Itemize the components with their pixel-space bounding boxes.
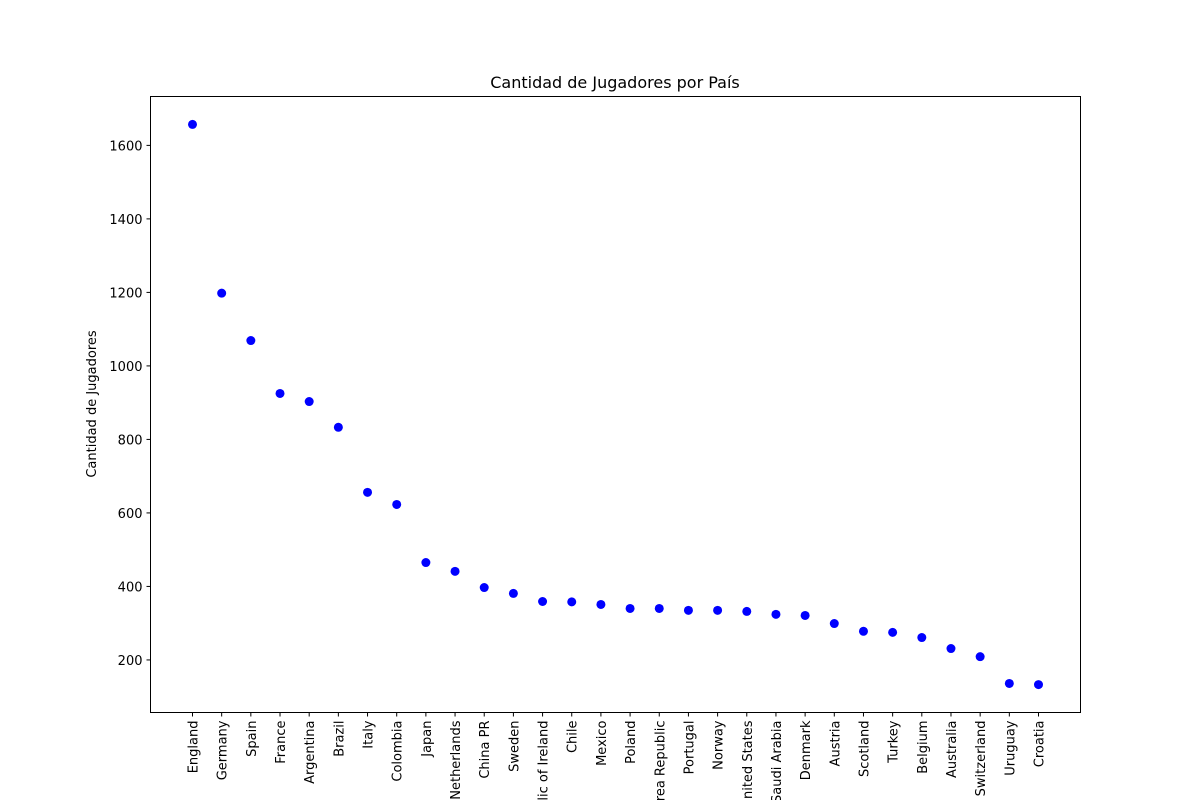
x-tick-label: Saudi Arabia: [770, 721, 785, 800]
x-tick-label: Republic of Ireland: [537, 721, 552, 800]
point: [917, 633, 927, 643]
x-tick-label: Turkey: [887, 720, 902, 764]
point: [246, 336, 256, 346]
y-tick-label: 400: [118, 580, 143, 595]
y-tick-label: 1000: [109, 360, 142, 375]
point: [1004, 678, 1014, 688]
x-tick-label: Chile: [566, 721, 581, 754]
x-tick-label: Norway: [712, 720, 727, 770]
point: [567, 597, 577, 607]
x-tick-label: Scotland: [857, 721, 872, 778]
x-tick-label: Croatia: [1033, 721, 1048, 768]
point: [771, 609, 781, 619]
x-tick-label: Italy: [362, 720, 377, 749]
point: [654, 603, 664, 613]
point: [450, 566, 460, 576]
x-tick-label: Australia: [945, 721, 960, 779]
point: [217, 288, 227, 298]
point: [625, 603, 635, 613]
y-tick-label: 1600: [109, 139, 142, 154]
x-tick-label: United States: [741, 720, 756, 800]
x-tick-label: France: [274, 721, 289, 764]
x-tick-label: Colombia: [391, 721, 406, 782]
point: [188, 119, 197, 129]
x-tick-label: Uruguay: [1003, 720, 1018, 776]
x-tick-label: Korea Republic: [653, 721, 668, 800]
point: [392, 499, 402, 509]
x-tick-label: England: [187, 721, 202, 774]
x-tick-label: China PR: [478, 721, 493, 779]
point: [508, 588, 518, 598]
x-tick-label: Brazil: [332, 721, 347, 757]
point: [421, 558, 431, 568]
x-tick-label: Mexico: [595, 720, 610, 765]
x-tick-label: Germany: [216, 720, 231, 780]
point: [858, 626, 868, 636]
point: [683, 605, 693, 615]
chart-title: Cantidad de Jugadores por País: [490, 73, 740, 92]
x-tick-label: Argentina: [303, 721, 318, 784]
point: [946, 644, 956, 654]
point: [888, 627, 898, 637]
point: [479, 583, 489, 593]
point: [333, 422, 343, 432]
y-tick-label: 1200: [109, 286, 142, 301]
point: [975, 652, 985, 662]
x-tick-label: Belgium: [916, 721, 931, 774]
y-tick-label: 800: [118, 433, 143, 448]
x-tick-label: Netherlands: [449, 720, 464, 799]
point: [1034, 680, 1043, 690]
point: [800, 610, 810, 620]
x-tick-label: Austria: [828, 721, 843, 767]
point: [596, 599, 606, 609]
y-tick-label: 1400: [109, 213, 142, 228]
x-tick-label: Denmark: [799, 720, 814, 780]
point: [304, 397, 314, 407]
y-tick-label: 200: [118, 654, 143, 669]
x-tick-label: Portugal: [682, 721, 697, 775]
plot-frame: [150, 96, 1081, 713]
x-tick-label: Spain: [245, 721, 260, 757]
x-tick-label: Japan: [420, 721, 435, 758]
point: [538, 597, 548, 607]
point: [713, 605, 723, 615]
point: [829, 619, 839, 629]
x-tick-label: Switzerland: [974, 721, 989, 797]
y-tick-label: 600: [118, 507, 143, 522]
x-tick-label: Sweden: [507, 721, 522, 772]
point: [363, 487, 373, 497]
point: [275, 388, 285, 398]
x-tick-label: Poland: [624, 721, 639, 764]
y-axis-label: Cantidad de Jugadores: [85, 330, 100, 478]
point: [742, 606, 752, 616]
